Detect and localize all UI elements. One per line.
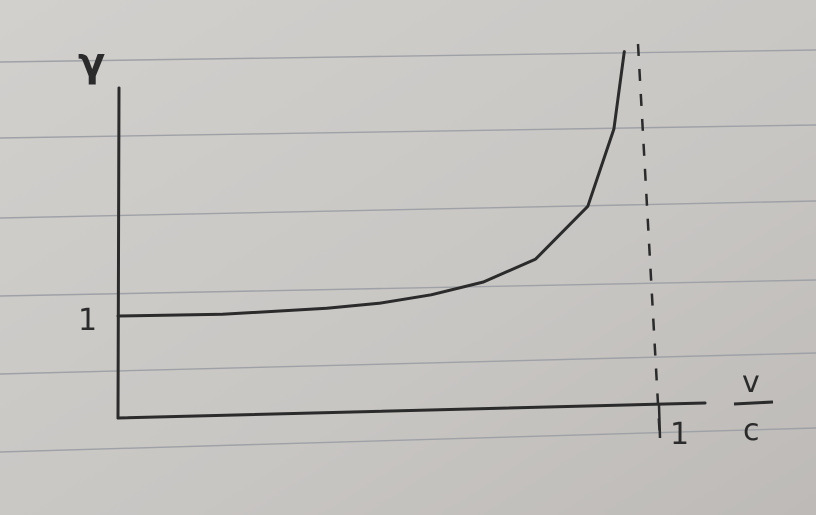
x-axis-label-numerator: v <box>742 365 760 400</box>
x-tick-label-1: 1 <box>670 417 689 452</box>
ruled-line <box>0 200 816 219</box>
ruled-line <box>0 352 816 375</box>
ruled-lines <box>0 49 816 453</box>
y-axis-label: γ <box>78 40 105 86</box>
asymptote-dashed-line <box>636 43 662 441</box>
ruled-line <box>0 49 816 63</box>
x-axis-label-fraction-bar <box>733 400 774 406</box>
x-tick-mark-1 <box>657 404 662 439</box>
x-axis-label-denominator: c <box>743 413 760 448</box>
asymptote-line <box>636 43 662 441</box>
plot-area <box>116 50 626 318</box>
axes <box>116 86 707 420</box>
ruled-line <box>0 279 816 297</box>
ruled-line <box>0 427 816 453</box>
x-axis <box>116 401 707 420</box>
gamma-curve <box>116 50 626 318</box>
y-axis <box>116 86 121 420</box>
y-tick-label-1: 1 <box>78 303 97 338</box>
ruled-line <box>0 124 816 139</box>
